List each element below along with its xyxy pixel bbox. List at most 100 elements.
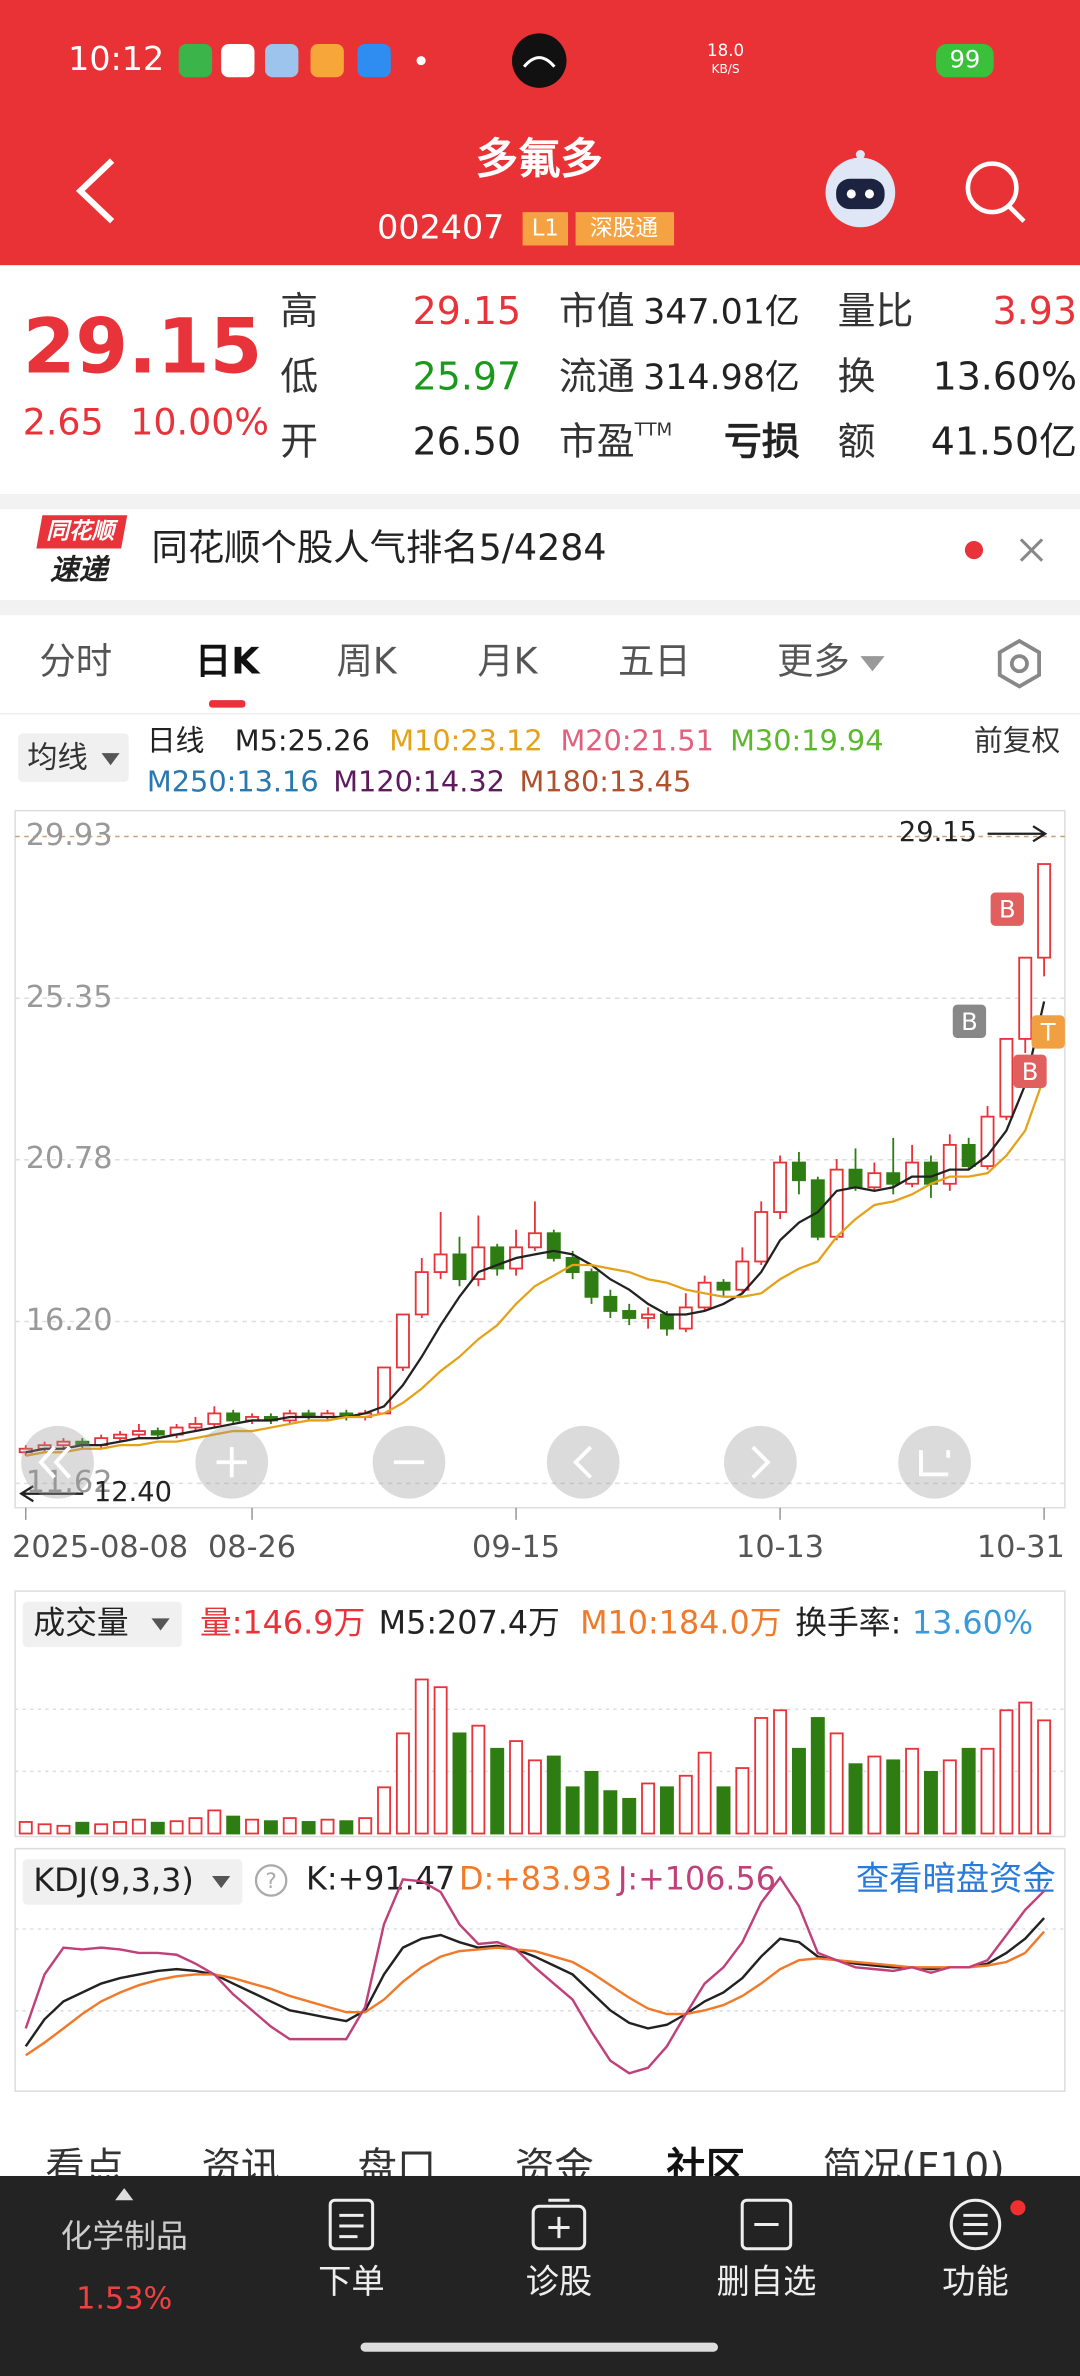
tab[interactable]: 日K — [195, 640, 261, 683]
adjust-mode[interactable]: 前复权 — [974, 723, 1060, 757]
volume-bar — [980, 1747, 995, 1835]
candle-body — [867, 1172, 882, 1189]
kdj-legend: J:+106.56 — [616, 1859, 776, 1897]
volume-bar — [75, 1821, 90, 1835]
volume-bar — [414, 1678, 429, 1835]
tab[interactable]: 月K — [477, 640, 538, 683]
volume-bar — [188, 1817, 203, 1835]
kdj-legend: K:+91.47 — [306, 1859, 455, 1897]
kdj-panel — [14, 1847, 1066, 2092]
volume-title[interactable]: 成交量 — [33, 1603, 128, 1641]
volume-legend: 量:146.9万 — [200, 1603, 365, 1641]
tag: 深股通 — [590, 215, 658, 241]
tag: L1 — [532, 215, 559, 241]
kdj-line — [24, 1917, 1045, 2047]
stock-name: 多氟多 — [476, 136, 603, 185]
trade-mark: B — [999, 895, 1016, 924]
candle-body — [527, 1232, 542, 1249]
volume-bar — [923, 1770, 938, 1835]
search-button[interactable] — [965, 161, 1026, 223]
volume-bar — [282, 1817, 297, 1835]
stat-label: 市值 — [559, 289, 635, 333]
trade-mark-bg — [990, 892, 1024, 926]
help-text[interactable]: ? — [266, 1869, 277, 1894]
trade-mark: T — [1040, 1017, 1056, 1046]
nav-item[interactable]: 功能 — [942, 2262, 1009, 2301]
ma-line — [25, 1076, 1046, 1457]
stat-label: 市盈 — [559, 419, 635, 463]
volume-bar — [56, 1824, 71, 1835]
candle-body — [923, 1161, 938, 1185]
dropdown-arrow — [860, 656, 885, 672]
volume-bar — [1018, 1701, 1033, 1835]
kdj-title[interactable]: KDJ(9,3,3) — [33, 1861, 193, 1899]
candle-body — [641, 1313, 656, 1319]
volume-legend: 换手率: — [795, 1603, 901, 1641]
ma-legend: M5:25.26 — [235, 723, 370, 757]
y-tick-label: 20.78 — [26, 1141, 113, 1176]
candle-body — [791, 1161, 806, 1182]
sector-name[interactable]: 化学制品 — [61, 2217, 188, 2255]
volume-bar — [754, 1717, 769, 1835]
ma-toggle-bg[interactable] — [18, 733, 129, 782]
volume-panel — [14, 1590, 1066, 1838]
candle-body — [961, 1143, 976, 1168]
volume-bar — [113, 1821, 128, 1835]
robot-button[interactable] — [825, 150, 896, 228]
volume-bar — [735, 1767, 750, 1835]
volume-bar — [527, 1759, 542, 1835]
nav-icons — [328, 2198, 1002, 2251]
x-tick-label: 09-15 — [472, 1530, 560, 1565]
tab[interactable]: 五日 — [618, 640, 691, 683]
change-pct: 10.00% — [130, 400, 269, 443]
divider — [0, 600, 1080, 616]
stat-label: 量比 — [838, 289, 914, 333]
x-tick-label: 08-26 — [208, 1530, 296, 1565]
ma-toggle[interactable]: 均线 — [27, 741, 88, 776]
high-arrow — [987, 825, 1048, 843]
nav-item[interactable]: 下单 — [318, 2262, 385, 2301]
back-button[interactable] — [75, 158, 115, 224]
candle-body — [754, 1211, 769, 1263]
nav-item[interactable]: 诊股 — [526, 2262, 593, 2301]
tab-indicator — [209, 700, 246, 708]
banner-close[interactable] — [1019, 538, 1044, 562]
stat-sup: TTM — [634, 419, 673, 440]
kdj-line — [24, 1875, 1045, 2075]
tab[interactable]: 更多 — [777, 640, 850, 683]
stat-value: 26.50 — [413, 419, 521, 463]
settings-button[interactable] — [997, 638, 1041, 689]
tab[interactable]: 周K — [336, 640, 397, 683]
notification-dot — [1010, 2200, 1026, 2216]
nav-item[interactable]: 删自选 — [716, 2262, 816, 2301]
volume-bar — [37, 1823, 52, 1835]
low-arrow — [19, 1485, 84, 1503]
dark-pool-link[interactable]: 查看暗盘资金 — [856, 1859, 1056, 1898]
volume-bar — [301, 1821, 316, 1835]
stock-code: 002407 — [377, 207, 504, 246]
banner-logo: 同花顺 — [46, 518, 118, 544]
volume-bar — [94, 1823, 109, 1835]
kdj-toggle-bg[interactable] — [22, 1859, 243, 1905]
banner[interactable]: 同花顺 速递 同花顺个股人气排名5/4284 — [36, 515, 984, 586]
volume-bar — [565, 1786, 580, 1835]
help-icon[interactable] — [254, 1864, 288, 1897]
volume-bar — [358, 1817, 373, 1835]
volume-bar — [1037, 1719, 1052, 1835]
candle-body — [546, 1232, 561, 1259]
ma-line — [25, 1001, 1046, 1454]
banner-text: 同花顺个股人气排名5/4284 — [151, 526, 606, 569]
volume-legend: 13.60% — [912, 1603, 1033, 1641]
stat-label: 开 — [280, 419, 318, 463]
y-tick-label: 16.20 — [26, 1303, 113, 1338]
candle-body — [622, 1310, 637, 1319]
candle-body — [773, 1161, 788, 1213]
candle-body — [735, 1260, 750, 1291]
sector-change: 1.53% — [76, 2282, 172, 2317]
volume-bar — [169, 1820, 184, 1835]
tab[interactable]: 分时 — [39, 640, 112, 683]
volume-bar — [131, 1818, 146, 1835]
volume-toggle-bg[interactable] — [22, 1601, 182, 1648]
volume-bar — [584, 1770, 599, 1835]
